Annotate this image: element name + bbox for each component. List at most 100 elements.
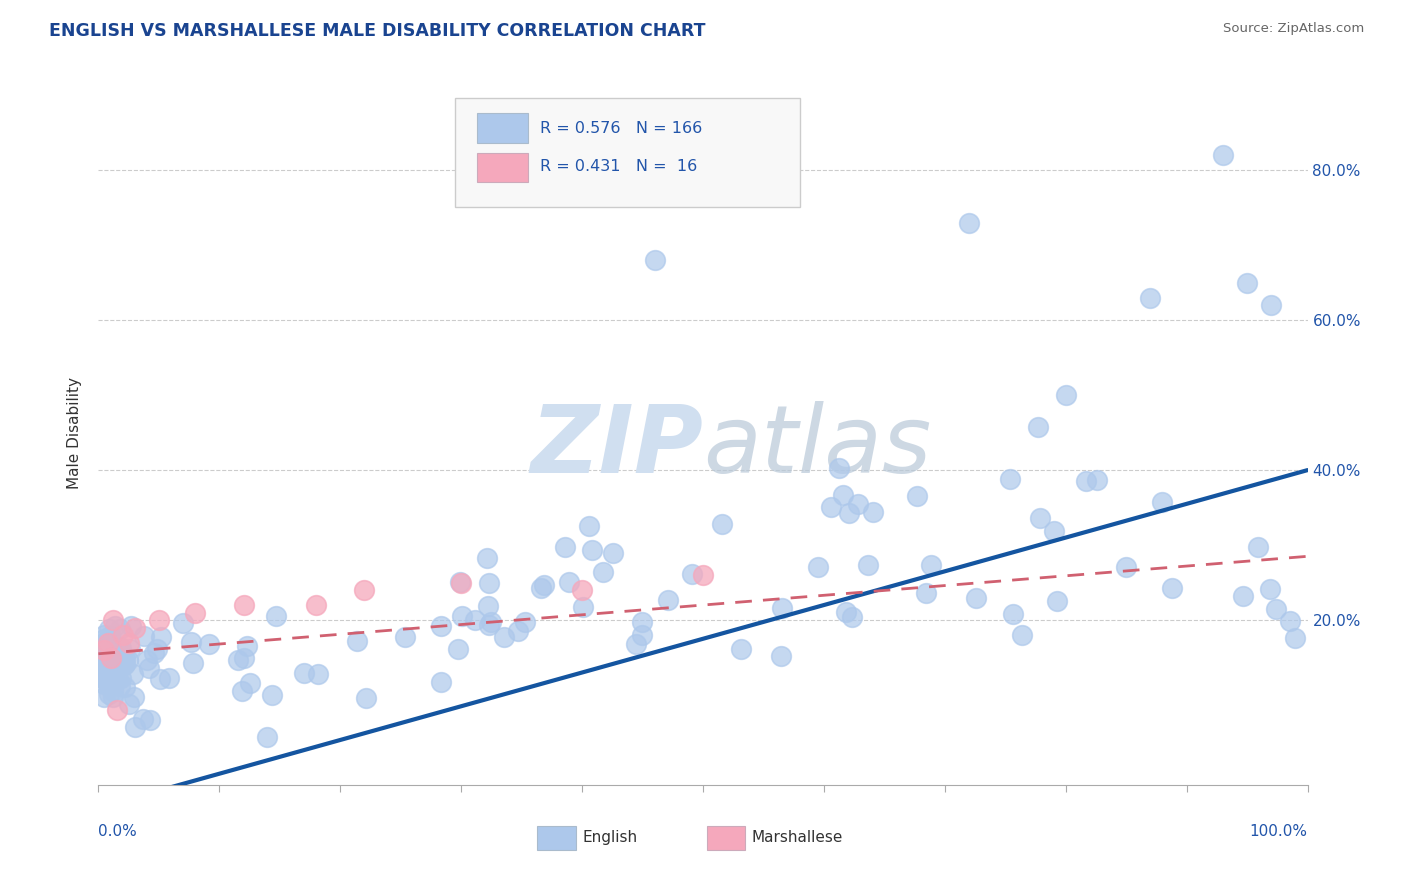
Point xyxy=(101,683,124,698)
Point xyxy=(93,651,115,665)
Point xyxy=(114,680,136,694)
Point xyxy=(93,663,115,677)
Point xyxy=(96,664,118,678)
Text: atlas: atlas xyxy=(703,401,931,492)
Point xyxy=(94,641,117,656)
Point xyxy=(692,568,714,582)
Point xyxy=(1236,276,1258,290)
Point xyxy=(107,655,129,669)
Point xyxy=(449,575,471,590)
Point xyxy=(260,688,283,702)
Point xyxy=(93,671,115,685)
Point xyxy=(1043,524,1066,539)
Point xyxy=(515,615,537,630)
Point xyxy=(769,648,792,663)
Point xyxy=(711,516,734,531)
Point xyxy=(150,630,173,644)
Point xyxy=(841,610,863,624)
Point xyxy=(578,518,600,533)
Point xyxy=(232,598,254,612)
Point xyxy=(148,613,170,627)
Point xyxy=(602,546,624,560)
Point xyxy=(1115,560,1137,574)
Point xyxy=(138,661,160,675)
Point xyxy=(197,637,219,651)
Point xyxy=(681,567,703,582)
Point xyxy=(832,488,855,502)
Point xyxy=(957,216,980,230)
Point xyxy=(626,637,648,651)
Point xyxy=(353,582,375,597)
Point xyxy=(644,253,666,268)
Point xyxy=(104,657,127,671)
Point xyxy=(93,636,115,650)
FancyBboxPatch shape xyxy=(707,826,745,850)
Point xyxy=(464,613,486,627)
Text: R = 0.576   N = 166: R = 0.576 N = 166 xyxy=(540,120,702,136)
Point xyxy=(1000,472,1022,486)
Point xyxy=(430,619,453,633)
Point xyxy=(1260,582,1282,596)
Point xyxy=(730,642,752,657)
Point xyxy=(430,675,453,690)
Point xyxy=(184,606,207,620)
Point xyxy=(108,642,131,657)
Point xyxy=(96,673,118,688)
Point xyxy=(236,639,259,653)
Point xyxy=(93,690,115,704)
Point xyxy=(148,672,170,686)
Point xyxy=(1139,291,1161,305)
Point xyxy=(770,601,793,615)
Text: R = 0.431   N =  16: R = 0.431 N = 16 xyxy=(540,160,697,175)
Text: Marshallese: Marshallese xyxy=(751,830,842,846)
Point xyxy=(1028,420,1050,434)
Point xyxy=(108,679,131,693)
Point xyxy=(108,656,131,670)
Point xyxy=(118,641,141,656)
Point xyxy=(93,646,115,660)
Point xyxy=(103,648,125,663)
Point xyxy=(93,656,115,670)
Point xyxy=(232,651,254,665)
Point xyxy=(104,619,127,633)
Point xyxy=(93,637,115,651)
FancyBboxPatch shape xyxy=(456,98,800,207)
Point xyxy=(97,635,120,649)
Point xyxy=(807,560,830,574)
Point xyxy=(96,674,118,689)
Point xyxy=(571,600,593,615)
Point xyxy=(93,660,115,674)
Point xyxy=(93,641,115,656)
Point xyxy=(846,497,869,511)
Text: 0.0%: 0.0% xyxy=(98,823,138,838)
Point xyxy=(506,624,529,638)
Point xyxy=(97,661,120,675)
Point xyxy=(1161,581,1184,595)
Point xyxy=(264,609,287,624)
Point xyxy=(103,690,125,704)
Point xyxy=(354,690,377,705)
Point xyxy=(1278,614,1301,628)
Point xyxy=(1085,473,1108,487)
Point xyxy=(105,703,128,717)
Point xyxy=(239,675,262,690)
Point xyxy=(93,655,115,669)
Point xyxy=(93,670,115,684)
Point xyxy=(533,578,555,592)
Point xyxy=(97,640,120,654)
Point xyxy=(124,720,146,734)
Point xyxy=(104,648,127,662)
Point xyxy=(101,642,124,657)
Point xyxy=(1150,495,1173,509)
Point xyxy=(828,461,851,475)
FancyBboxPatch shape xyxy=(537,826,576,850)
Point xyxy=(97,675,120,690)
Point xyxy=(111,651,134,665)
Point xyxy=(138,713,160,727)
Point xyxy=(915,585,938,599)
Text: ENGLISH VS MARSHALLESE MALE DISABILITY CORRELATION CHART: ENGLISH VS MARSHALLESE MALE DISABILITY C… xyxy=(49,22,706,40)
Point xyxy=(478,575,501,590)
Point xyxy=(93,659,115,673)
Y-axis label: Male Disability: Male Disability xyxy=(67,376,83,489)
Point xyxy=(592,565,614,579)
